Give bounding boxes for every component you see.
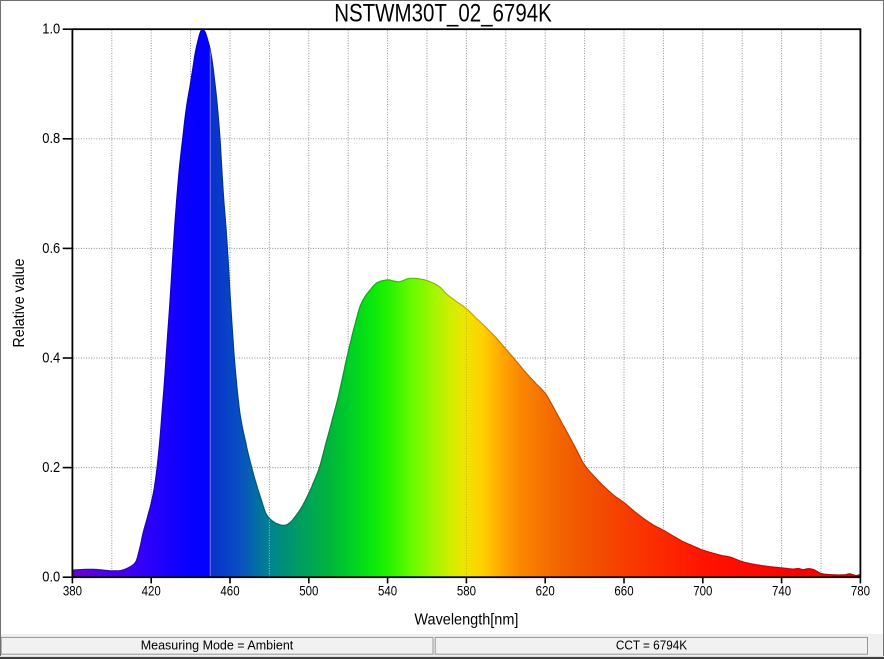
- svg-text:0.0: 0.0: [42, 568, 60, 585]
- svg-text:Wavelength[nm]: Wavelength[nm]: [414, 611, 518, 629]
- svg-text:0.2: 0.2: [42, 458, 60, 475]
- svg-text:580: 580: [457, 582, 476, 598]
- svg-text:500: 500: [299, 582, 318, 598]
- svg-text:620: 620: [536, 582, 555, 598]
- svg-text:660: 660: [614, 582, 633, 598]
- svg-text:460: 460: [220, 582, 239, 598]
- svg-text:740: 740: [772, 582, 791, 598]
- svg-text:380: 380: [63, 582, 82, 598]
- svg-text:NSTWM30T_02_6794K: NSTWM30T_02_6794K: [334, 0, 552, 27]
- svg-text:780: 780: [851, 582, 870, 598]
- svg-text:Measuring Mode = Ambient: Measuring Mode = Ambient: [141, 639, 294, 653]
- svg-text:0.8: 0.8: [42, 129, 60, 146]
- svg-text:CCT = 6794K: CCT = 6794K: [616, 638, 687, 652]
- svg-text:540: 540: [378, 582, 397, 598]
- svg-text:0.6: 0.6: [42, 239, 60, 256]
- svg-text:0.4: 0.4: [42, 348, 60, 365]
- svg-text:Relative value: Relative value: [12, 259, 29, 348]
- svg-text:1.0: 1.0: [42, 20, 60, 37]
- svg-text:700: 700: [693, 582, 712, 598]
- svg-text:420: 420: [142, 582, 161, 598]
